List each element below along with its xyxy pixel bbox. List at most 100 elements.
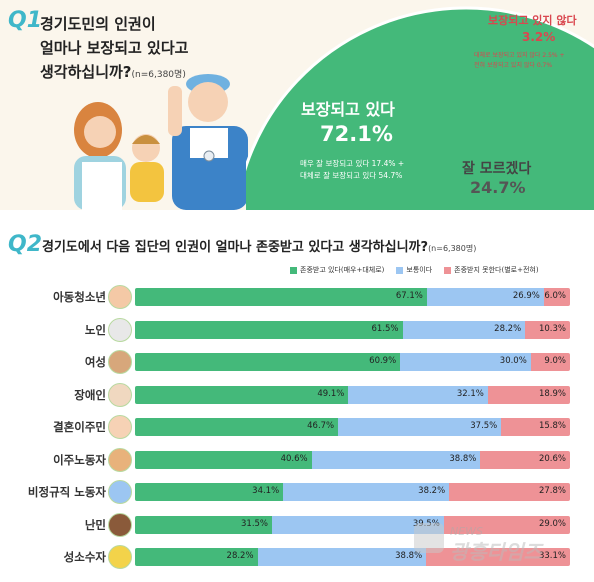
bar-segment-not-respected: 33.1% [426,548,570,566]
q2-sample: (n=6,380명) [428,244,477,253]
bar-segment-not-respected: 15.8% [501,418,570,436]
bar-segment-not-respected: 20.6% [480,450,570,469]
bar-segment-neutral: 38.8% [257,548,427,566]
bar-value-label: 38.8% [449,453,477,464]
bar-value-label: 29.0% [538,518,566,529]
bar-row: 비정규직 노동자 34.1% 38.2% 27.8% [0,480,594,504]
bar-value-label: 38.2% [418,486,446,496]
bar-row: 아동청소년 67.1% 26.9% 6.0% [0,285,594,309]
bar-category-label: 여성 [84,355,106,369]
bar-segment-not-respected: 29.0% [443,515,570,534]
bar-segment-neutral: 26.9% [426,288,544,306]
bar-value-label: 31.5% [241,518,269,529]
group-avatar-icon [108,480,132,504]
bar-value-label: 15.8% [538,421,566,431]
bar-segment-neutral: 28.2% [402,320,526,339]
bar-value-label: 18.9% [538,388,566,399]
stacked-bar: 34.1% 38.2% 27.8% [135,483,570,501]
stacked-bar: 60.9% 30.0% 9.0% [135,353,570,371]
bar-value-label: 9.0% [544,356,566,366]
bar-value-label: 6.0% [544,291,566,301]
bar-segment-respected: 46.7% [135,418,339,436]
legend-label-not-respected: 존중받지 못한다(별로+전혀) [454,266,539,274]
bar-segment-respected: 61.5% [135,320,403,339]
bar-segment-not-respected: 18.9% [487,385,570,404]
legend-swatch-neutral [396,266,404,274]
bar-value-label: 60.9% [369,356,397,366]
pie-value-unknown: 24.7% [470,178,526,197]
bar-segment-not-respected: 6.0% [543,288,570,306]
bar-category-label: 결혼이주민 [53,420,106,434]
bar-category-label: 장애인 [74,387,106,402]
bar-segment-not-respected: 9.0% [530,353,570,371]
pie-slice-guaranteed [246,6,594,210]
bar-category-label: 아동청소년 [53,290,106,304]
group-avatar-icon [108,545,132,569]
bar-segment-not-respected: 27.8% [449,483,570,501]
stacked-bar: 28.2% 38.8% 33.1% [135,548,570,566]
legend-item-not-respected: 존중받지 못한다(별로+전혀) [444,265,539,275]
q1-title-line3: 생각하십니까?(n=6,380명) [40,60,260,87]
bar-category-label: 노인 [84,322,106,337]
bar-row: 결혼이주민 46.7% 37.5% 15.8% [0,415,594,439]
news-watermark-logo: NEWS 광흥타임즈 [414,523,545,564]
pie-detail-guaranteed-2: 대체로 잘 보장되고 있다 54.7% [300,171,403,180]
bar-value-label: 32.1% [456,388,484,399]
bar-segment-respected: 31.5% [135,515,273,534]
bar-category-label: 난민 [84,517,106,532]
bar-value-label: 40.6% [280,453,308,464]
q1-sample: (n=6,380명) [131,70,186,80]
bar-category-label: 성소수자 [63,550,106,564]
bar-row: 장애인 49.1% 32.1% 18.9% [0,382,594,407]
bar-value-label: 67.1% [395,291,423,301]
bar-value-label: 37.5% [470,421,498,431]
q2-number: Q2 [8,232,43,257]
bar-segment-neutral: 32.1% [348,385,488,404]
bar-segment-respected: 34.1% [135,483,284,501]
legend-swatch-respected [290,266,297,274]
q2-title: 경기도에서 다음 집단의 인권이 얼마나 존중받고 있다고 생각하십니까?(n=… [42,236,476,255]
bar-value-label: 61.5% [371,323,399,334]
bar-segment-neutral: 38.8% [311,450,481,469]
bar-value-label: 27.8% [538,486,566,496]
pie-label-guaranteed: 보장되고 있다 [301,100,395,119]
stacked-bar: 49.1% 32.1% 18.9% [135,385,570,404]
bar-segment-respected: 28.2% [135,548,258,566]
bar-category-label: 이주노동자 [53,452,106,467]
bar-segment-neutral: 38.2% [283,483,450,501]
legend-item-neutral: 보통이다 [396,265,432,275]
group-avatar-icon [108,512,132,537]
bar-segment-respected: 60.9% [135,353,401,371]
group-avatar-icon [108,382,132,407]
q1-number: Q1 [8,8,43,33]
bar-segment-respected: 67.1% [135,288,427,306]
bar-value-label: 49.1% [317,388,345,399]
bar-row: 여성 60.9% 30.0% 9.0% [0,350,594,374]
bar-value-label: 33.1% [538,551,566,561]
bar-segment-respected: 40.6% [135,450,312,469]
bar-value-label: 46.7% [307,421,335,431]
group-avatar-icon [108,447,132,472]
q1-title-line3-text: 생각하십니까? [40,63,132,81]
bar-value-label: 10.3% [538,323,566,334]
legend-label-respected: 존중받고 있다(매우+대체로) [300,266,385,274]
bar-segment-respected: 49.1% [135,385,349,404]
bar-row: 노인 61.5% 28.2% 10.3% [0,317,594,342]
group-avatar-icon [108,317,132,342]
bar-value-label: 30.0% [499,356,527,366]
svg-text:NEWS: NEWS [450,525,483,538]
pie-slices [246,6,594,210]
pie-label-unknown: 잘 모르겠다 [462,161,532,177]
legend-item-respected: 존중받고 있다(매우+대체로) [290,265,384,275]
bar-value-label: 28.2% [226,551,254,561]
pie-detail-not-guaranteed-2: 전혀 보장되고 있지 않다 0.7% [474,62,553,69]
q1-panel: Q1 경기도민의 인권이 얼마나 보장되고 있다고 생각하십니까?(n=6,38… [0,0,594,210]
stacked-bar: 46.7% 37.5% 15.8% [135,418,570,436]
bar-row: 성소수자 28.2% 38.8% 33.1% [0,545,594,569]
pie-detail-guaranteed-1: 매우 잘 보장되고 있다 17.4% + [300,159,405,168]
bar-value-label: 20.6% [538,453,566,464]
bar-value-label: 38.8% [395,551,423,561]
q1-pie-chart [246,6,594,210]
pie-value-not-guaranteed: 3.2% [522,30,556,44]
bar-category-label: 비정규직 노동자 [27,485,106,499]
